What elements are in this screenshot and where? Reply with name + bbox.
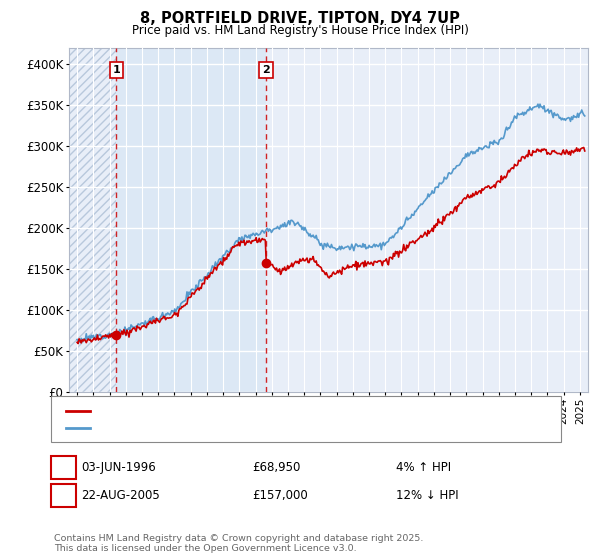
Text: 22-AUG-2005: 22-AUG-2005 <box>81 489 160 502</box>
Text: 1: 1 <box>59 461 68 474</box>
Text: 8, PORTFIELD DRIVE, TIPTON, DY4 7UP: 8, PORTFIELD DRIVE, TIPTON, DY4 7UP <box>140 11 460 26</box>
Text: 2: 2 <box>59 489 68 502</box>
Text: 4% ↑ HPI: 4% ↑ HPI <box>396 461 451 474</box>
Text: Price paid vs. HM Land Registry's House Price Index (HPI): Price paid vs. HM Land Registry's House … <box>131 24 469 36</box>
Text: £157,000: £157,000 <box>252 489 308 502</box>
Text: 12% ↓ HPI: 12% ↓ HPI <box>396 489 458 502</box>
Text: 2: 2 <box>262 65 270 75</box>
Text: 03-JUN-1996: 03-JUN-1996 <box>81 461 156 474</box>
Text: HPI: Average price, detached house, Sandwell: HPI: Average price, detached house, Sand… <box>96 423 353 433</box>
Text: 1: 1 <box>112 65 120 75</box>
Text: £68,950: £68,950 <box>252 461 301 474</box>
Text: Contains HM Land Registry data © Crown copyright and database right 2025.
This d: Contains HM Land Registry data © Crown c… <box>54 534 424 553</box>
Text: 8, PORTFIELD DRIVE, TIPTON, DY4 7UP (detached house): 8, PORTFIELD DRIVE, TIPTON, DY4 7UP (det… <box>96 405 412 416</box>
